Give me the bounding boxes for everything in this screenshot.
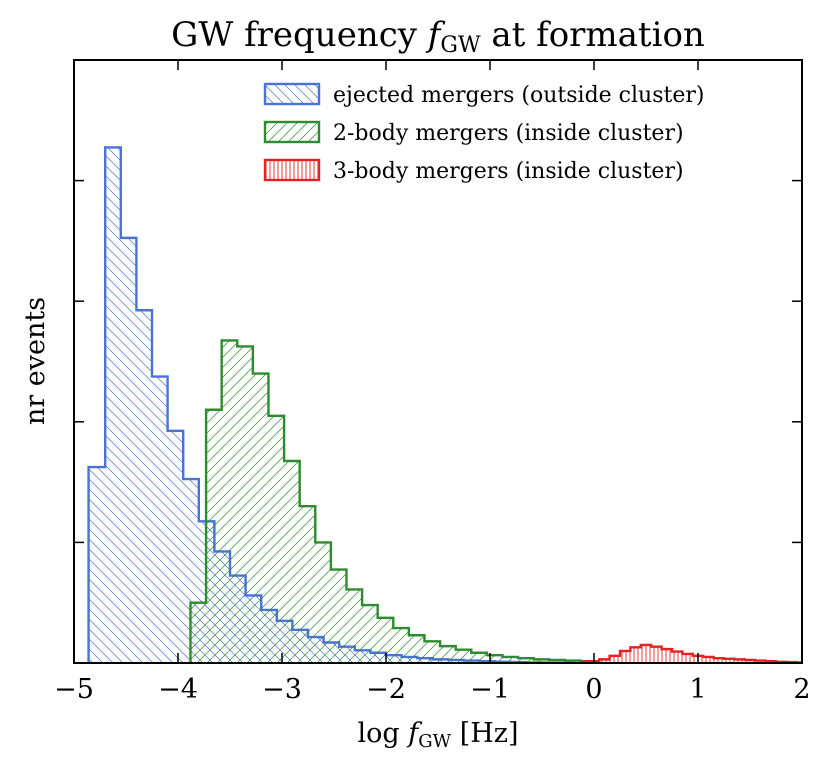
series-3 bbox=[582, 643, 802, 663]
legend-label: ejected mergers (outside cluster) bbox=[333, 83, 704, 108]
series-3-bin-9 bbox=[672, 652, 682, 663]
legend-item-1: ejected mergers (outside cluster) bbox=[263, 82, 704, 108]
series-2-bin-20 bbox=[487, 655, 503, 663]
legend-item-3: 3-body mergers (inside cluster) bbox=[263, 158, 684, 184]
plot-frame bbox=[73, 59, 803, 664]
x-tick-label: 1 bbox=[689, 674, 706, 705]
chart-title: GW frequency fGW at formation bbox=[171, 15, 705, 58]
x-axis-label: log fGW [Hz] bbox=[357, 718, 518, 752]
series-2-bin-18 bbox=[456, 650, 472, 663]
series-2-fill bbox=[190, 340, 597, 663]
series-2-bin-17 bbox=[440, 646, 456, 663]
legend: ejected mergers (outside cluster) 2-body … bbox=[263, 82, 704, 184]
series-1-bin-4 bbox=[136, 310, 152, 663]
y-axis-label: nr events bbox=[20, 297, 51, 425]
series-layer bbox=[87, 146, 802, 663]
series-2-outline bbox=[189, 339, 598, 663]
series-2-bin-4 bbox=[237, 346, 253, 663]
x-tick-label: 0 bbox=[585, 674, 602, 705]
series-3-bin-8 bbox=[662, 649, 672, 663]
series-2-bin-19 bbox=[471, 653, 487, 663]
x-tick-label: −4 bbox=[158, 674, 198, 705]
legend-label: 3-body mergers (inside cluster) bbox=[333, 159, 684, 184]
series-2-bin-14 bbox=[393, 628, 409, 663]
series-2 bbox=[189, 339, 598, 663]
legend-swatch bbox=[263, 120, 321, 144]
series-3-bin-10 bbox=[682, 654, 692, 663]
legend-item-2: 2-body mergers (inside cluster) bbox=[263, 120, 684, 146]
x-tick-label: 2 bbox=[793, 674, 810, 705]
legend-swatch bbox=[263, 82, 321, 106]
series-1-bin-1 bbox=[89, 467, 106, 663]
series-3-bin-6 bbox=[641, 645, 651, 663]
series-3-bin-7 bbox=[651, 647, 661, 663]
ticks-layer: −5 −4 −3 −2 −1 0 1 2 bbox=[54, 60, 811, 705]
series-1-bin-5 bbox=[152, 377, 168, 663]
series-3-bin-3 bbox=[610, 656, 620, 663]
series-2-bin-11 bbox=[346, 589, 362, 663]
series-2-bin-6 bbox=[268, 416, 284, 663]
series-2-bin-2 bbox=[206, 410, 222, 663]
series-2-bin-3 bbox=[222, 340, 238, 663]
series-2-bin-1 bbox=[190, 603, 206, 663]
series-2-bin-12 bbox=[362, 605, 378, 663]
series-2-bin-5 bbox=[253, 374, 269, 663]
series-2-bin-16 bbox=[424, 641, 440, 663]
legend-swatch bbox=[263, 158, 321, 182]
series-1-bin-2 bbox=[105, 147, 121, 663]
series-1-bin-3 bbox=[121, 238, 137, 663]
series-1-bin-6 bbox=[168, 431, 184, 663]
x-tick-label: −5 bbox=[54, 674, 94, 705]
series-3-fill bbox=[583, 644, 802, 663]
x-tick-label: −1 bbox=[470, 674, 510, 705]
series-2-bin-9 bbox=[315, 542, 331, 663]
series-3-bin-4 bbox=[620, 651, 630, 663]
series-3-bin-5 bbox=[630, 647, 640, 663]
x-tick-label: −2 bbox=[366, 674, 406, 705]
series-2-bin-10 bbox=[331, 570, 347, 663]
series-2-bin-8 bbox=[300, 506, 316, 663]
series-2-bin-7 bbox=[284, 461, 300, 663]
legend-label: 2-body mergers (inside cluster) bbox=[333, 121, 684, 146]
x-tick-label: −3 bbox=[262, 674, 302, 705]
series-2-bin-15 bbox=[409, 635, 425, 663]
